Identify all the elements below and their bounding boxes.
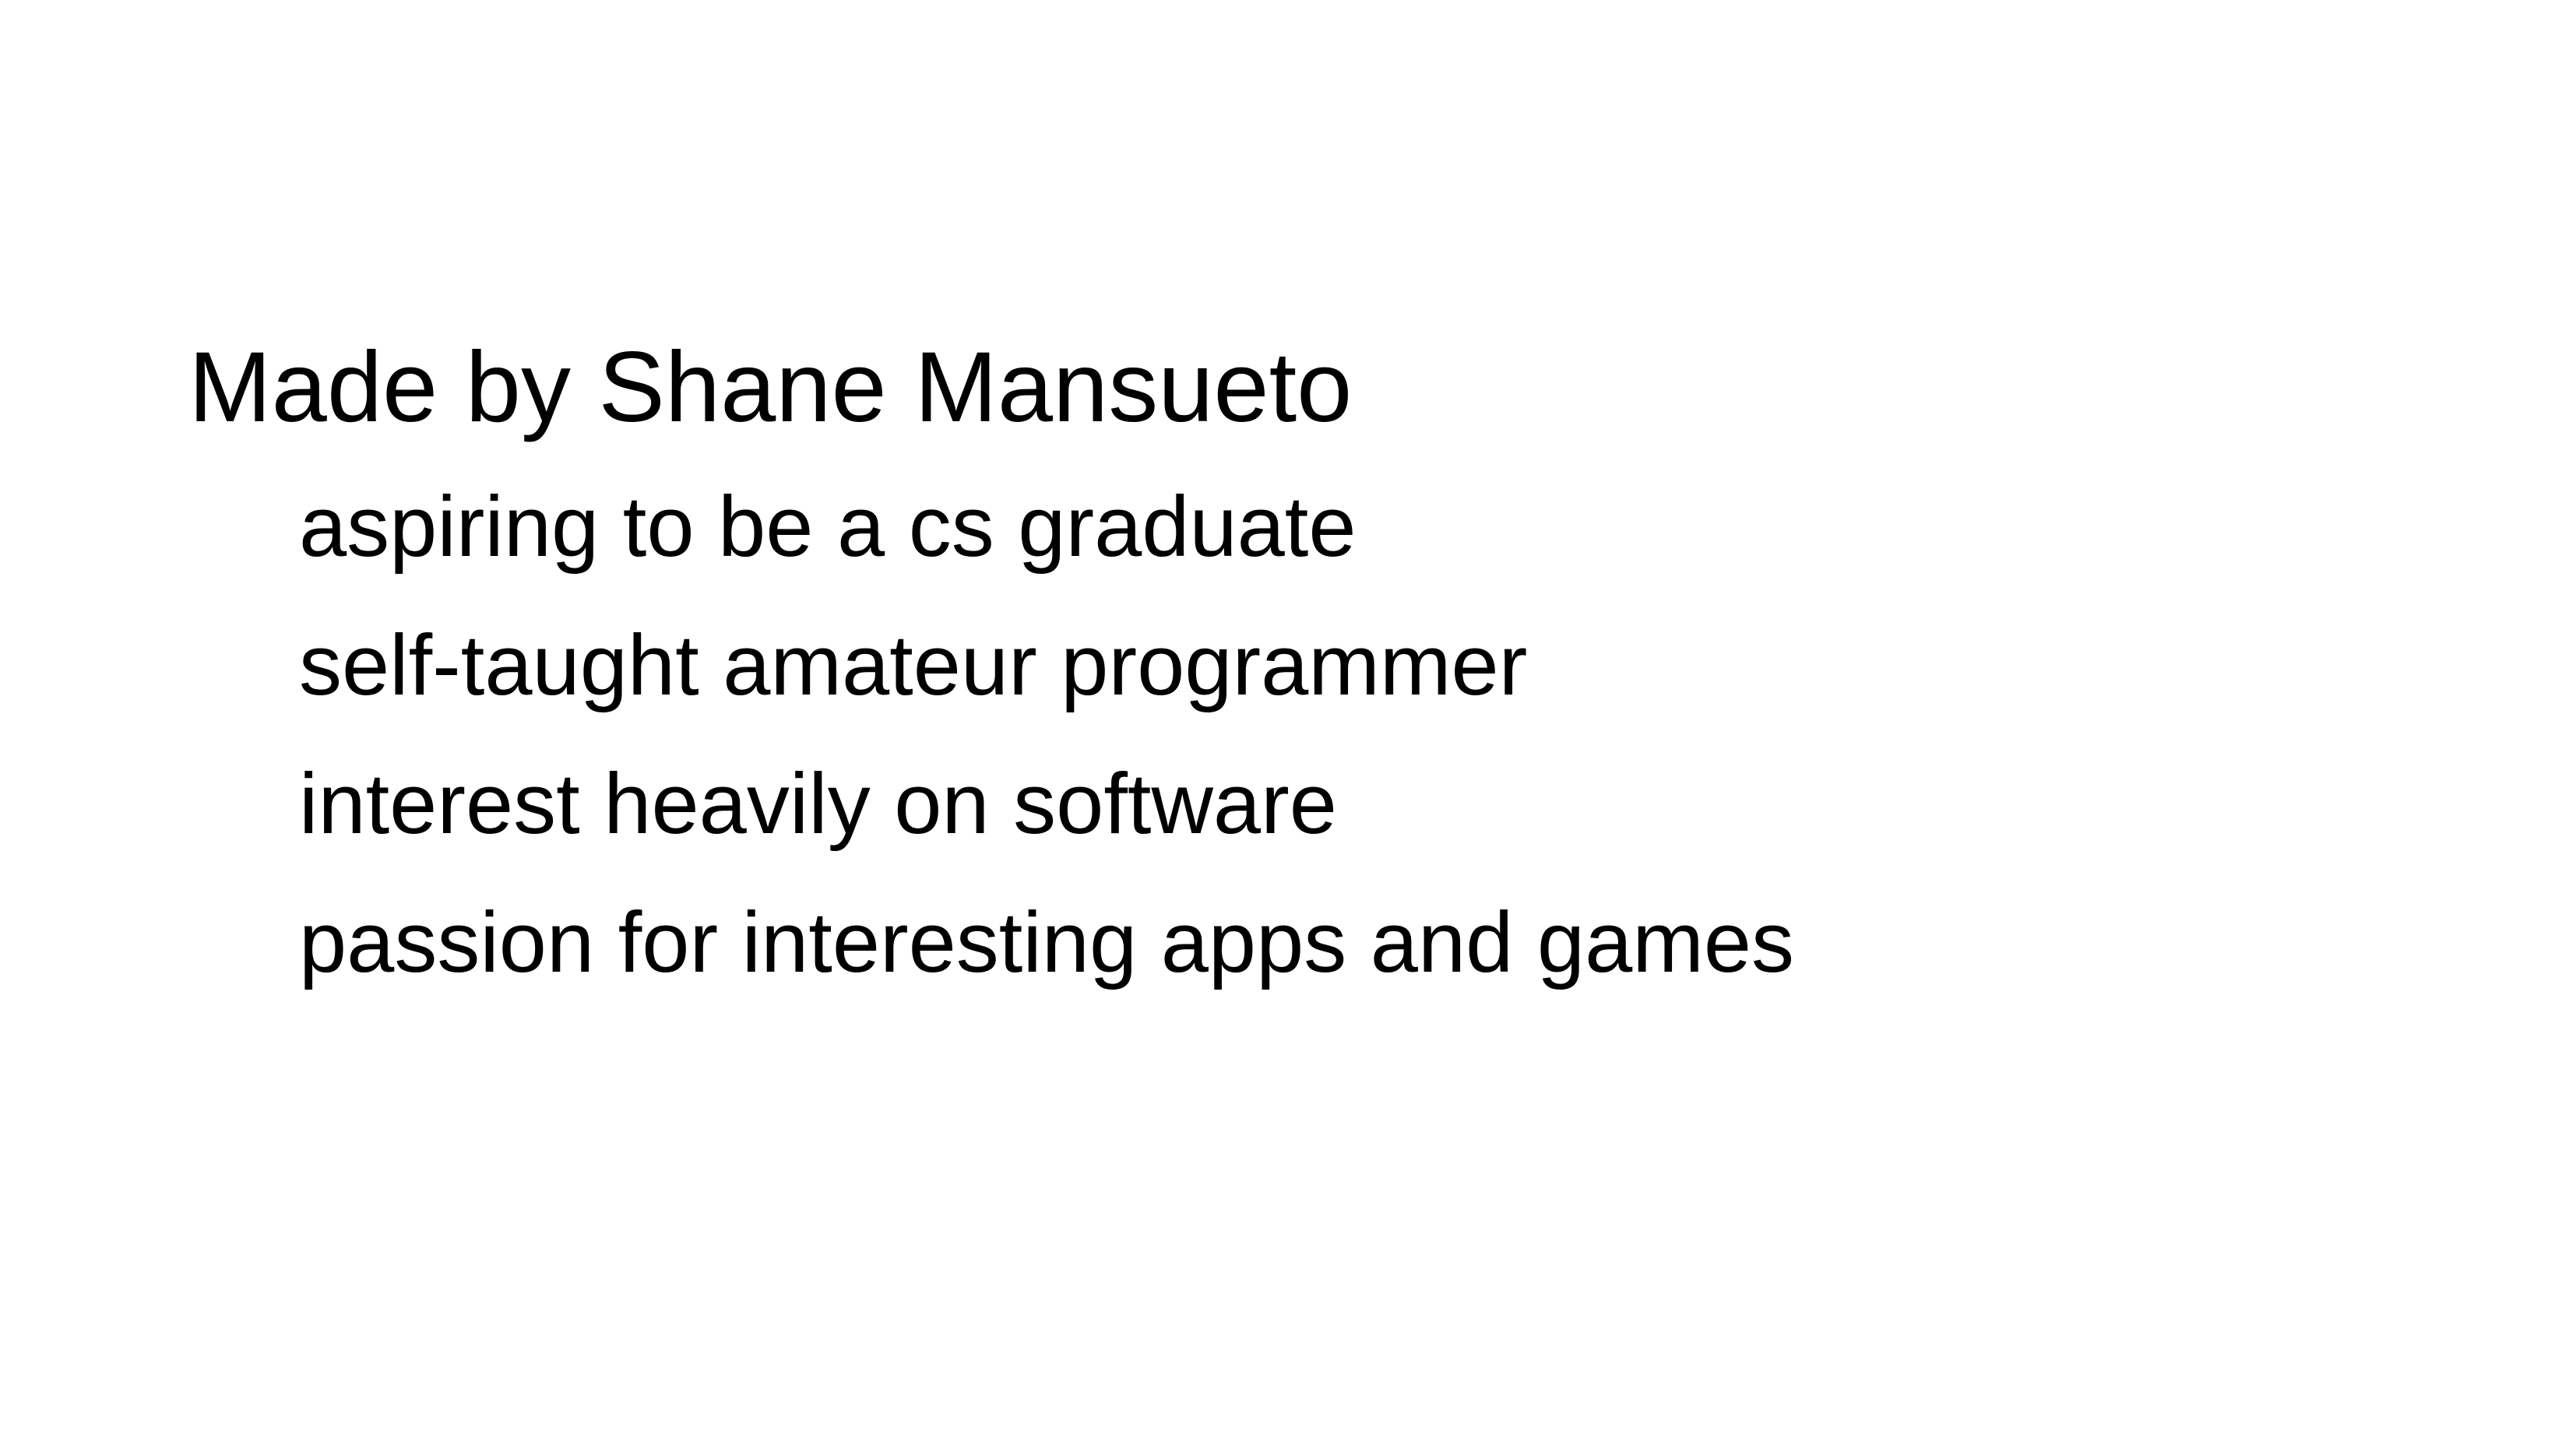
list-item: passion for interesting apps and games (299, 895, 1795, 990)
list-item: aspiring to be a cs graduate (299, 479, 1357, 575)
slide-title: Made by Shane Mansueto (188, 332, 1353, 443)
list-item: interest heavily on software (299, 756, 1337, 852)
list-item: self-taught amateur programmer (299, 617, 1528, 713)
slide-content: Made by Shane Mansueto aspiring to be a … (188, 325, 1794, 1012)
bullet-list: aspiring to be a cs graduate self-taught… (188, 458, 1794, 1012)
